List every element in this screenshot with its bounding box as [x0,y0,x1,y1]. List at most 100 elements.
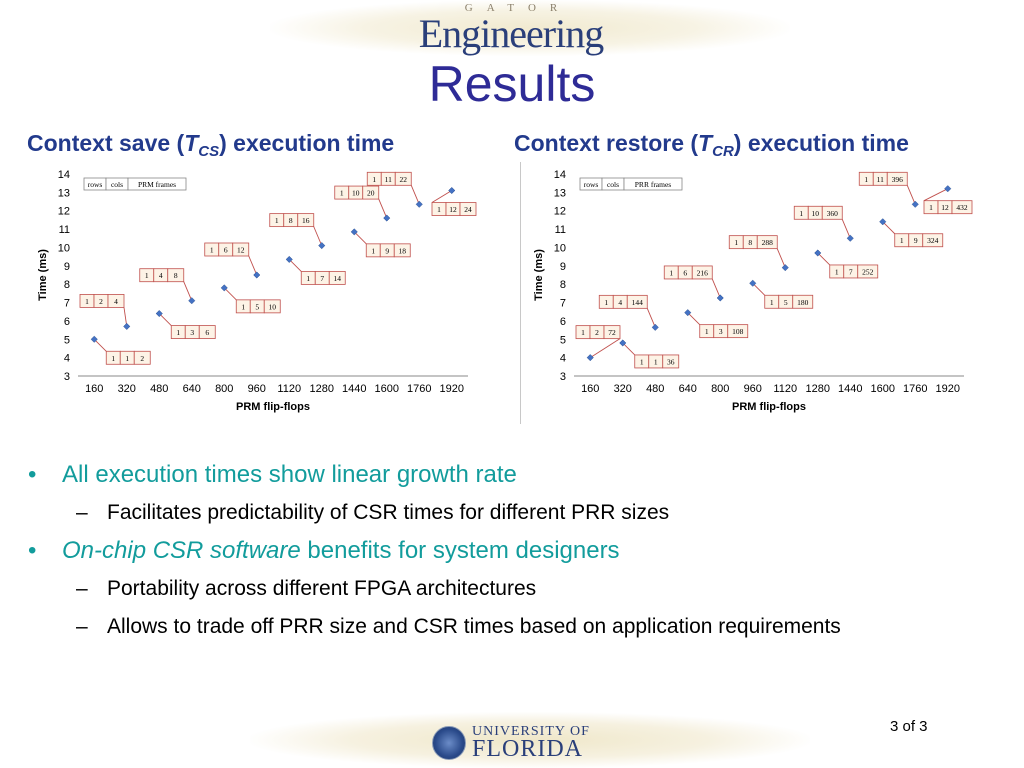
annotation-cell-text: 9 [914,236,918,245]
annotation-leader-line [248,255,258,276]
data-point [619,339,627,347]
x-tick-label: 480 [646,383,664,395]
x-tick-label: 960 [744,383,762,395]
annotation-leader-line [410,185,420,205]
annotation-cell-text: 6 [683,268,687,277]
x-tick-label: 800 [711,383,729,395]
x-tick-label: 1120 [277,383,301,395]
x-tick-label: 1440 [838,383,862,395]
y-tick-label: 11 [59,224,70,236]
annotation-cell-text: 12 [941,203,949,212]
y-tick-label: 5 [64,334,70,346]
annotation-cell [393,243,411,258]
annotation-cell [133,350,151,365]
data-point [188,297,196,305]
data-point [253,271,261,279]
bullet-dot: • [28,461,37,488]
data-point [318,242,326,250]
annotation-cell-text: 8 [174,271,178,280]
annotation-cell-text: 9 [385,246,389,255]
annotation-cell-text: 16 [302,216,310,225]
y-tick-label: 5 [560,334,566,346]
y-tick-label: 6 [64,316,70,328]
data-point [123,322,131,330]
annotation-cell-text: 5 [255,302,259,311]
annotation-cell-text: 20 [367,189,375,198]
y-tick-label: 4 [560,353,566,365]
annotation-cell [922,233,944,248]
x-tick-label: 480 [150,383,168,395]
legend-header-text: rows [584,180,599,189]
x-tick-label: 1600 [375,383,399,395]
annotation-cell-text: 1 [125,354,129,363]
annotation-cell-text: 1 [241,302,245,311]
annotation-cell-text: 14 [334,274,342,283]
annotation-leader-line [711,278,721,299]
legend-header-text: PRM frames [138,180,176,189]
annotation-leader-line [776,248,786,268]
annotation-cell-text: 1 [111,354,115,363]
annotation-cell-text: 1 [799,209,803,218]
chart-divider [520,162,521,424]
data-point [846,234,854,242]
annotation-cell-text: 6 [224,246,228,255]
annotation-leader-line [93,338,107,352]
y-tick-label: 8 [560,279,566,291]
data-point [716,294,724,302]
annotation-cell [394,171,412,186]
data-point [285,255,293,263]
legend-header-text: cols [111,180,123,189]
annotation-cell-text: 18 [399,246,407,255]
data-point [350,228,358,236]
y-axis-label: Time (ms) [37,249,49,301]
annotation-cell-text: 1 [734,238,738,247]
data-point [944,185,952,193]
annotation-cell-text: 8 [748,238,752,247]
y-tick-label: 3 [560,371,566,383]
legend-header-cell [623,177,683,191]
annotation-leader-line [687,312,701,325]
annotation-cell-text: 432 [956,203,968,212]
right-heading-sub: CR [712,143,734,160]
annotation-cell [297,213,315,228]
annotation-leader-line [353,231,367,245]
annotation-cell-text: 3 [190,328,194,337]
right-chart-heading: Context restore (TCR) execution time [514,130,909,160]
annotation-leader-line [223,287,237,301]
annotation-cell-text: 1 [176,328,180,337]
annotation-cell-text: 396 [892,175,904,184]
annotation-cell-text: 1 [372,175,376,184]
dash-marker: – [76,577,88,600]
x-tick-label: 1440 [342,383,366,395]
left-heading-t: T [184,130,199,156]
annotation-cell-text: 1 [210,246,214,255]
y-tick-label: 12 [554,206,566,218]
annotation-cell-text: 360 [827,209,839,218]
annotation-cell [662,354,680,369]
logo-gator-text: GATOR [464,2,572,14]
uf-seal-icon [432,726,466,760]
left-heading-sub: CS [198,143,220,160]
sub-bullet-text: Portability across different FPGA archit… [107,577,537,600]
x-tick-label: 640 [679,383,697,395]
data-point [651,323,659,331]
left-heading-post: ) execution time [219,130,395,156]
annotation-leader-line [183,281,193,301]
left-heading-pre: Context save ( [27,130,185,156]
right-heading-pre: Context restore ( [514,130,699,156]
annotation-cell-text: 10 [269,302,277,311]
y-tick-label: 7 [64,298,70,310]
annotation-leader-line [313,226,323,246]
annotation-cell-text: 288 [762,238,774,247]
annotation-cell-text: 2 [140,354,144,363]
bullet-italic-text: On-chip CSR software [62,537,301,564]
annotation-cell-text: 216 [697,268,709,277]
annotation-cell [328,270,346,285]
legend-header-text: PRR frames [635,180,672,189]
annotation-cell [167,268,185,283]
annotation-cell [756,235,778,250]
annotation-cell-text: 22 [400,175,408,184]
uf-big-text: FLORIDA [472,736,584,762]
annotation-cell-text: 11 [877,175,884,184]
data-point [781,264,789,272]
